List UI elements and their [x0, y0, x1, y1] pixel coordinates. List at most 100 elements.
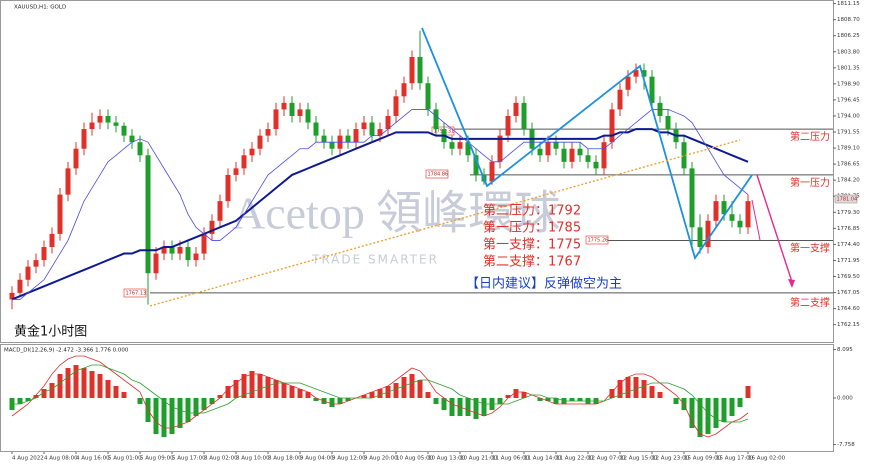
macd-bar	[225, 386, 231, 398]
candle-body	[57, 194, 63, 234]
x-tick-label: 8 Aug 18:00	[268, 456, 302, 462]
macd-bar	[633, 377, 639, 398]
indicator-title: MACD_DI(12,26,9) -2.472 -3.366 1.776 0.0…	[4, 348, 129, 354]
candle-body	[41, 247, 47, 261]
candle-body	[177, 247, 183, 254]
macd-bar	[49, 383, 55, 398]
y-tick-label: 1811.15	[837, 1, 860, 7]
candle-body	[49, 233, 55, 247]
candle-body	[729, 214, 735, 221]
y-tick-label: 1771.95	[837, 258, 860, 264]
candle-body	[601, 142, 607, 169]
candle-body	[361, 122, 367, 130]
macd-bar	[745, 386, 751, 398]
macd-bar	[433, 398, 439, 404]
macd-bar	[305, 392, 311, 398]
y-tick-label: 1806.25	[837, 33, 860, 39]
candle-body	[425, 83, 431, 110]
macd-bar	[25, 398, 31, 401]
y-tick-label: 1808.70	[837, 17, 860, 23]
notes: 第二压力：1792 第一压力：1785 第一支撑：1775 第二支撑：1767 …	[466, 204, 622, 292]
macd-bar	[233, 380, 239, 398]
macd-bar	[721, 398, 727, 422]
macd-bar	[57, 374, 63, 398]
macd-bar	[169, 398, 175, 434]
candle-body	[249, 148, 255, 156]
candle-body	[145, 155, 151, 274]
x-tick-label: 11 Aug 06:00	[492, 456, 530, 462]
candle-body	[697, 227, 703, 247]
candle-body	[489, 161, 495, 182]
candle-body	[465, 142, 471, 156]
note: 第一压力：1785	[483, 221, 581, 236]
macd-bar	[193, 398, 199, 416]
macd-bar	[265, 377, 271, 398]
candle-body	[97, 115, 103, 123]
macd-bar	[401, 377, 407, 398]
arrow	[751, 199, 761, 241]
macd-bar	[185, 398, 191, 422]
macd-bar	[729, 398, 735, 416]
chart-subtitle: 黄金1小时图	[14, 324, 87, 340]
candle-body	[137, 142, 143, 156]
candle-body	[321, 135, 327, 143]
x-tick-label: 5 Aug 01:00	[108, 456, 142, 462]
candle-body	[89, 122, 95, 130]
watermark: Acetop 領峰環球 TRADE SMARTER	[232, 188, 560, 267]
macd-bar	[249, 371, 255, 398]
candle-body	[105, 115, 111, 123]
x-tick-label: 12 Aug 15:00	[620, 456, 658, 462]
macd-bar	[153, 398, 159, 434]
candle-body	[273, 109, 279, 130]
note: 第二压力：1792	[483, 204, 581, 219]
candle-body	[233, 168, 239, 175]
candle-body	[25, 266, 31, 280]
macd-bar	[209, 398, 215, 404]
candle-body	[577, 148, 583, 156]
macd-bar	[297, 389, 303, 398]
macd-bar	[737, 398, 743, 407]
candle-body	[505, 115, 511, 136]
macd-bar	[241, 374, 247, 398]
y-tick-label: 1803.80	[837, 49, 860, 55]
candle-body	[705, 220, 711, 247]
candle-body	[633, 70, 639, 77]
price-tag	[585, 235, 609, 245]
level-label: 第一压力	[790, 176, 830, 189]
macd-bar	[161, 398, 167, 437]
candle-body	[297, 109, 303, 116]
candle-body	[281, 102, 287, 110]
price-tag	[834, 194, 858, 204]
candle-body	[617, 89, 623, 110]
macd-bar	[569, 398, 575, 401]
candle-body	[201, 233, 207, 254]
macd-bar	[377, 389, 383, 398]
macd-bar	[441, 398, 447, 410]
candle-body	[65, 168, 71, 195]
macd-bar	[713, 398, 719, 428]
x-tick-label: 12 Aug 07:00	[588, 456, 626, 462]
candle-body	[497, 135, 503, 162]
x-tick-label: 9 Aug 20:00	[364, 456, 398, 462]
candle-body	[553, 142, 559, 149]
candle-body	[609, 109, 615, 143]
candle-body	[713, 201, 719, 221]
x-tick-label: 4 Aug 08:00	[44, 456, 78, 462]
candle-body	[265, 129, 271, 136]
macd-bar	[673, 398, 679, 404]
macd-bar	[617, 380, 623, 398]
candle-body	[369, 122, 375, 136]
macd-bar	[425, 392, 431, 398]
x-tick-label: 4 Aug 2022	[12, 456, 44, 462]
y-tick-label: 1796.45	[837, 97, 860, 103]
candle-body	[625, 76, 631, 90]
note: 第二支撑：1767	[483, 255, 581, 270]
advice: 【日内建议】反弹做空为主	[466, 276, 622, 292]
macd-bar	[393, 383, 399, 398]
macd-line	[12, 364, 749, 423]
macd-bar	[497, 398, 503, 404]
macd-bar	[705, 398, 711, 434]
candle-body	[585, 155, 591, 162]
macd-bar	[137, 398, 143, 404]
